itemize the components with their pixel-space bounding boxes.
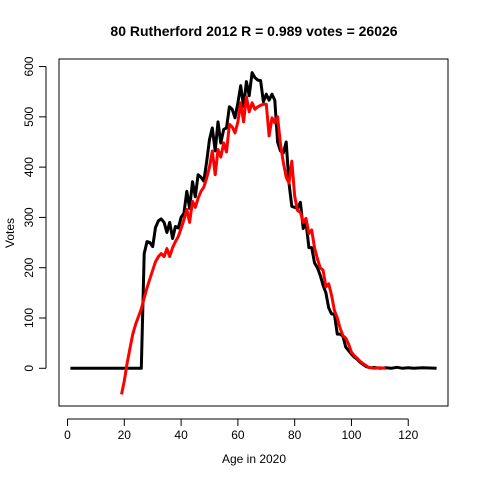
x-tick-label: 40 [174, 428, 188, 442]
y-axis-label: Votes [3, 218, 17, 248]
x-axis: 0 20 40 60 80 100 120 [64, 418, 419, 442]
y-tick-label: 200 [22, 257, 36, 277]
y-tick-label: 500 [22, 107, 36, 127]
x-tick-label: 80 [288, 428, 302, 442]
y-axis: 0 100 200 300 400 500 600 [22, 56, 47, 372]
x-tick-label: 60 [231, 428, 245, 442]
y-tick-label: 300 [22, 207, 36, 227]
x-tick-label: 0 [64, 428, 71, 442]
series-line-2 [120, 95, 386, 395]
x-tick-label: 20 [118, 428, 132, 442]
chart-title: 80 Rutherford 2012 R = 0.989 votes = 260… [110, 23, 397, 39]
y-tick-label: 0 [22, 365, 36, 372]
y-tick-label: 400 [22, 157, 36, 177]
y-tick-label: 100 [22, 308, 36, 328]
series-group [70, 71, 437, 395]
x-tick-label: 120 [398, 428, 418, 442]
x-axis-label: Age in 2020 [222, 452, 286, 466]
plot-frame [58, 58, 449, 407]
y-tick-label: 600 [22, 56, 36, 76]
x-tick-label: 100 [341, 428, 361, 442]
